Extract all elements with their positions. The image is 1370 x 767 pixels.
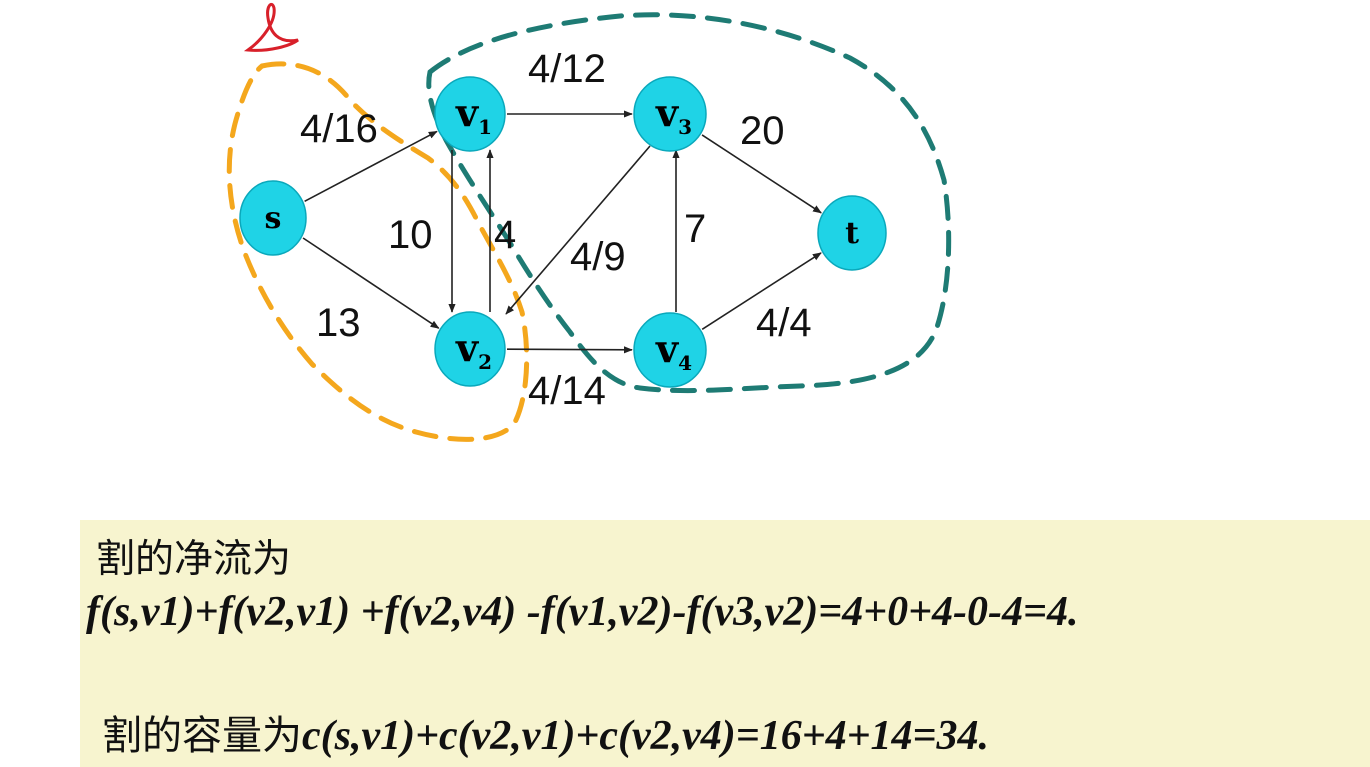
node-circle-t — [817, 195, 887, 271]
net-flow-formula: f(s,v1)+f(v2,v1) +f(v2,v4) -f(v1,v2)-f(v… — [86, 589, 1079, 635]
edge-label-v4-v3: 7 — [684, 207, 706, 251]
node-label-v4: v4 — [655, 326, 692, 375]
node-v2: v2 — [434, 311, 506, 387]
node-circle-v4 — [633, 312, 707, 388]
edge-v3-v2 — [505, 145, 651, 315]
node-v3: v3 — [633, 76, 707, 152]
capacity-formula: c(s,v1)+c(v2,v1)+c(v2,v4)=16+4+14=34. — [302, 713, 989, 759]
edge-label-v3-t: 20 — [740, 109, 785, 153]
edge-v3-t — [701, 134, 822, 214]
edges-layer — [302, 110, 822, 354]
edge-label-v2-v4: 4/14 — [528, 369, 606, 413]
edge-labels-layer: 4/16 13 4/12 10 4 4/9 4/14 7 20 4/4 — [300, 47, 812, 413]
red-annotation-scribble — [243, 2, 299, 52]
edge-v2-v4 — [506, 346, 633, 354]
edge-label-v2-v1: 4 — [494, 213, 516, 257]
explanation-box: 割的净流为 f(s,v1)+f(v2,v1) +f(v2,v4) -f(v1,v… — [80, 520, 1370, 767]
flow-network-diagram: s v1 v2 v3 v4 t 4/16 13 4/12 10 4 4/9 4/14 7 20 4/4 — [226, 2, 952, 442]
edge-s-v1 — [304, 130, 438, 203]
edge-label-v1-v2: 10 — [388, 213, 433, 257]
node-label-s: s — [265, 201, 282, 236]
capacity-heading: 割的容量为 — [102, 713, 302, 759]
node-circle-v3 — [633, 76, 707, 152]
node-circle-s — [239, 180, 307, 256]
node-circle-v2 — [434, 311, 506, 387]
node-t: t — [817, 195, 887, 271]
edge-s-v2 — [302, 237, 440, 329]
nodes-layer: s v1 v2 v3 v4 t — [239, 76, 887, 388]
source-side-cut-boundary — [226, 61, 530, 442]
node-label-v3: v3 — [655, 90, 692, 139]
edge-label-v1-v3: 4/12 — [528, 47, 606, 91]
edge-label-v3-v2: 4/9 — [570, 235, 626, 279]
edge-label-s-v2: 13 — [316, 301, 361, 345]
net-flow-heading: 割的净流为 — [96, 537, 292, 582]
sink-side-cut-boundary — [426, 12, 952, 394]
capacity-line: 割的容量为c(s,v1)+c(v2,v1)+c(v2,v4)=16+4+14=3… — [102, 703, 989, 761]
node-v4: v4 — [633, 312, 707, 388]
node-s: s — [239, 180, 307, 256]
edge-v4-t — [701, 252, 822, 330]
node-label-v2: v2 — [455, 325, 492, 374]
edge-label-v4-t: 4/4 — [756, 301, 812, 345]
node-circle-v1 — [434, 76, 506, 152]
node-label-v1: v1 — [455, 90, 492, 139]
edge-label-s-v1: 4/16 — [300, 107, 378, 151]
node-label-t: t — [845, 216, 859, 251]
node-v1: v1 — [434, 76, 506, 152]
